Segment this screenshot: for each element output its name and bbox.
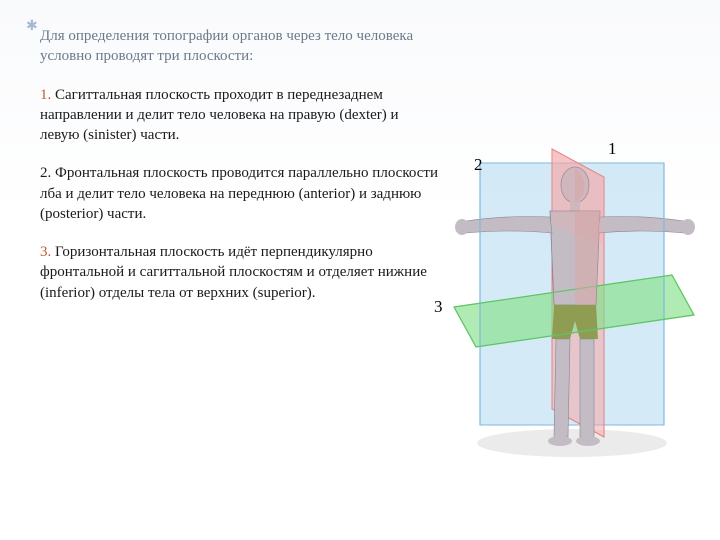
paragraph-3-text: Горизонтальная плоскость идёт перпендику… — [40, 244, 427, 301]
number-3: 3. — [40, 244, 51, 260]
slide: ✱ Для определения топографии органов чер… — [0, 0, 720, 540]
text-column: Для определения топографии органов через… — [40, 26, 440, 321]
number-1: 1. — [40, 87, 51, 103]
figure-svg — [432, 125, 702, 465]
anatomy-figure: 1 2 3 — [432, 125, 702, 465]
figure-label-1: 1 — [608, 139, 617, 159]
figure-label-2: 2 — [474, 155, 483, 175]
paragraph-1: 1. Сагиттальная плоскость проходит в пер… — [40, 85, 440, 146]
paragraph-2: 2. Фронтальная плоскость проводится пара… — [40, 163, 440, 224]
paragraph-1-text: Сагиттальная плоскость проходит в передн… — [40, 87, 399, 144]
figure-label-3: 3 — [434, 297, 443, 317]
paragraph-3: 3. Горизонтальная плоскость идёт перпенд… — [40, 242, 440, 303]
intro-paragraph: Для определения топографии органов через… — [40, 26, 440, 67]
decorative-star: ✱ — [26, 18, 38, 35]
